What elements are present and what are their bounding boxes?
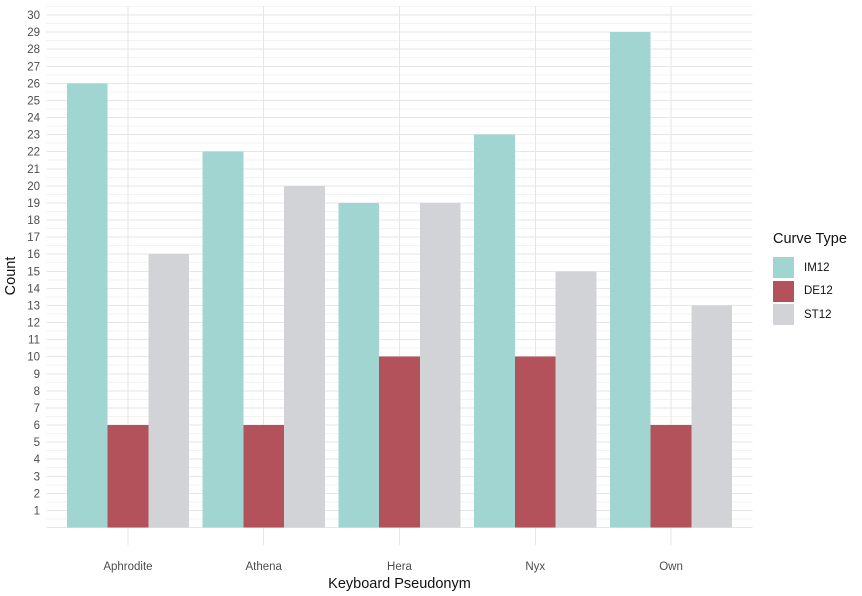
bar-st12-nyx: [555, 271, 597, 528]
bar-de12-own: [650, 425, 692, 528]
x-tick-label-aphrodite: Aphrodite: [103, 561, 152, 573]
y-tick-label-10: 10: [27, 352, 40, 364]
y-tick-label-25: 25: [27, 95, 40, 107]
bar-st12-aphrodite: [148, 254, 190, 528]
y-tick-label-13: 13: [27, 300, 40, 312]
y-tick-label-22: 22: [27, 147, 40, 159]
y-tick-label-12: 12: [27, 318, 40, 330]
legend-title: Curve Type: [773, 231, 847, 247]
bar-im12-hera: [338, 202, 380, 528]
x-axis-tick-labels: Aphrodite Athena Hera Nyx Own: [103, 561, 683, 573]
bar-st12-athena: [284, 185, 325, 528]
y-tick-label-21: 21: [27, 164, 40, 176]
legend-label-de12: DE12: [804, 285, 833, 297]
y-tick-label-29: 29: [27, 27, 40, 39]
legend: Curve Type IM12 DE12 ST12: [773, 231, 862, 328]
y-tick-label-2: 2: [34, 488, 40, 500]
y-tick-label-20: 20: [27, 181, 40, 193]
bar-st12-hera: [419, 202, 461, 528]
y-tick-label-24: 24: [27, 113, 40, 125]
y-tick-label-1: 1: [34, 505, 40, 517]
y-tick-label-15: 15: [27, 266, 40, 278]
bar-de12-nyx: [514, 356, 556, 528]
legend-label-st12: ST12: [804, 308, 832, 321]
y-tick-label-6: 6: [34, 420, 40, 432]
y-tick-label-8: 8: [34, 386, 40, 398]
y-tick-label-19: 19: [27, 198, 40, 210]
x-tick-label-hera: Hera: [387, 561, 413, 573]
y-tick-label-26: 26: [27, 78, 40, 90]
bar-im12-aphrodite: [66, 83, 108, 528]
legend-label-im12: IM12: [804, 261, 830, 274]
x-axis-title: Keyboard Pseudonym: [328, 576, 471, 592]
bar-de12-athena: [243, 425, 285, 528]
y-axis-tick-labels: 1234567891011121314151617181920212223242…: [27, 10, 40, 517]
legend-items: IM12 DE12 ST12: [773, 257, 862, 325]
y-tick-label-18: 18: [27, 215, 40, 227]
y-tick-label-23: 23: [27, 130, 40, 142]
legend-swatch-im12: [773, 257, 794, 278]
bar-de12-aphrodite: [107, 425, 149, 528]
legend-item-st12: ST12: [773, 304, 862, 325]
y-tick-label-27: 27: [27, 61, 40, 73]
y-tick-label-28: 28: [27, 44, 40, 56]
legend-item-im12: IM12: [773, 257, 862, 278]
y-tick-label-14: 14: [27, 283, 40, 295]
y-tick-label-4: 4: [34, 454, 41, 466]
legend-swatch-de12: [773, 280, 794, 302]
x-tick-label-own: Own: [659, 561, 683, 573]
y-tick-label-7: 7: [34, 403, 40, 415]
y-tick-label-30: 30: [27, 10, 40, 22]
y-tick-label-17: 17: [27, 232, 40, 244]
y-tick-label-16: 16: [27, 249, 40, 261]
y-tick-label-3: 3: [34, 471, 40, 483]
x-tick-label-athena: Athena: [246, 561, 283, 573]
bar-im12-nyx: [474, 134, 515, 528]
x-tick-label-nyx: Nyx: [525, 561, 545, 573]
y-axis-title: Count: [3, 257, 19, 296]
bar-st12-own: [691, 305, 733, 528]
bar-im12-own: [609, 32, 651, 528]
y-tick-label-5: 5: [34, 437, 40, 449]
legend-item-de12: DE12: [773, 280, 862, 302]
bar-de12-hera: [379, 356, 420, 528]
legend-swatch-st12: [773, 304, 794, 325]
bars: [66, 32, 733, 528]
y-tick-label-11: 11: [28, 335, 40, 347]
bar-im12-athena: [202, 151, 244, 528]
y-tick-label-9: 9: [34, 369, 40, 381]
